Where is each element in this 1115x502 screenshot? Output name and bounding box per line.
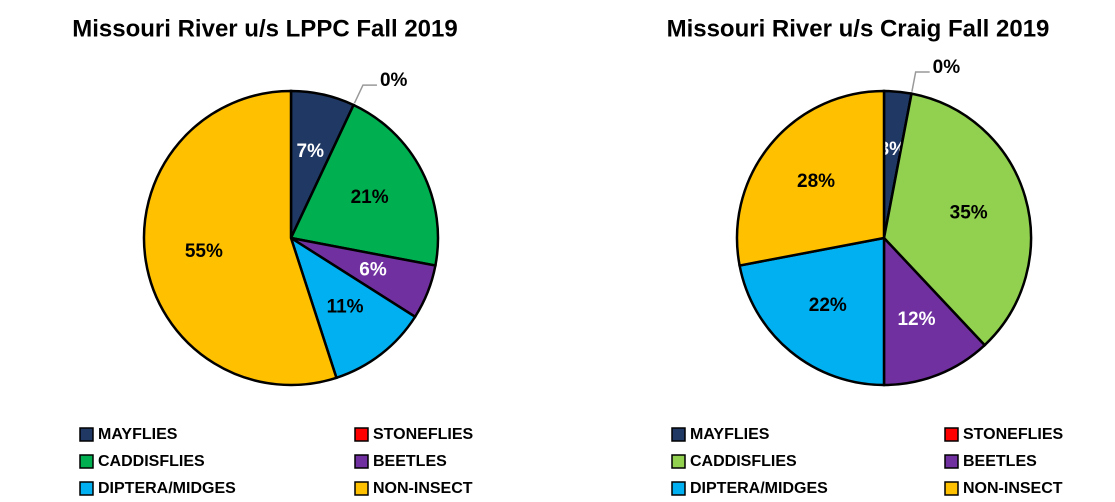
data-label: 21% <box>351 187 389 208</box>
data-label: 11% <box>327 297 364 318</box>
data-label: 6% <box>359 259 387 280</box>
data-label: 35% <box>950 202 988 223</box>
legend-swatch <box>944 481 959 496</box>
legend-swatch <box>79 427 94 442</box>
pie-slice <box>289 103 440 268</box>
legend-label: MAYFLIES <box>690 426 770 443</box>
legend-swatch <box>79 454 94 469</box>
pie-slice <box>738 236 886 387</box>
leader-line <box>911 71 930 92</box>
pie-slice <box>735 89 886 268</box>
data-label: 55% <box>185 241 223 262</box>
legend-label: NON-INSECT <box>963 480 1063 497</box>
data-label: 28% <box>797 171 835 192</box>
leader-line <box>353 84 377 104</box>
pie-slice <box>288 235 417 380</box>
legend-label: STONEFLIES <box>373 426 473 443</box>
legend-swatch <box>944 454 959 469</box>
pie-slice <box>882 234 987 387</box>
pie-slice <box>142 89 339 387</box>
legend-swatch <box>79 481 94 496</box>
legend-label: CADDISFLIES <box>98 453 205 470</box>
legend-swatch <box>671 481 686 496</box>
data-label: 0% <box>380 70 408 91</box>
legend-swatch <box>944 427 959 442</box>
legend-label: NON-INSECT <box>373 480 473 497</box>
legend-label: STONEFLIES <box>963 426 1063 443</box>
data-label: 7% <box>297 141 325 162</box>
legend-label: BEETLES <box>373 453 447 470</box>
data-label: 12% <box>897 309 935 330</box>
data-label: 0% <box>933 57 961 78</box>
legend-label: DIPTERA/MIDGES <box>98 480 236 497</box>
legend-swatch <box>354 481 369 496</box>
legend-swatch <box>671 427 686 442</box>
pie-slice <box>882 92 1033 347</box>
chart-title: Missouri River u/s LPPC Fall 2019 <box>72 15 457 42</box>
chart-title: Missouri River u/s Craig Fall 2019 <box>667 15 1050 42</box>
legend-label: BEETLES <box>963 453 1037 470</box>
legend-label: MAYFLIES <box>98 426 178 443</box>
legend-label: DIPTERA/MIDGES <box>690 480 828 497</box>
data-label: 22% <box>809 295 847 316</box>
legend-swatch <box>354 427 369 442</box>
legend-label: CADDISFLIES <box>690 453 797 470</box>
legend-swatch <box>671 454 686 469</box>
legend-swatch <box>354 454 369 469</box>
